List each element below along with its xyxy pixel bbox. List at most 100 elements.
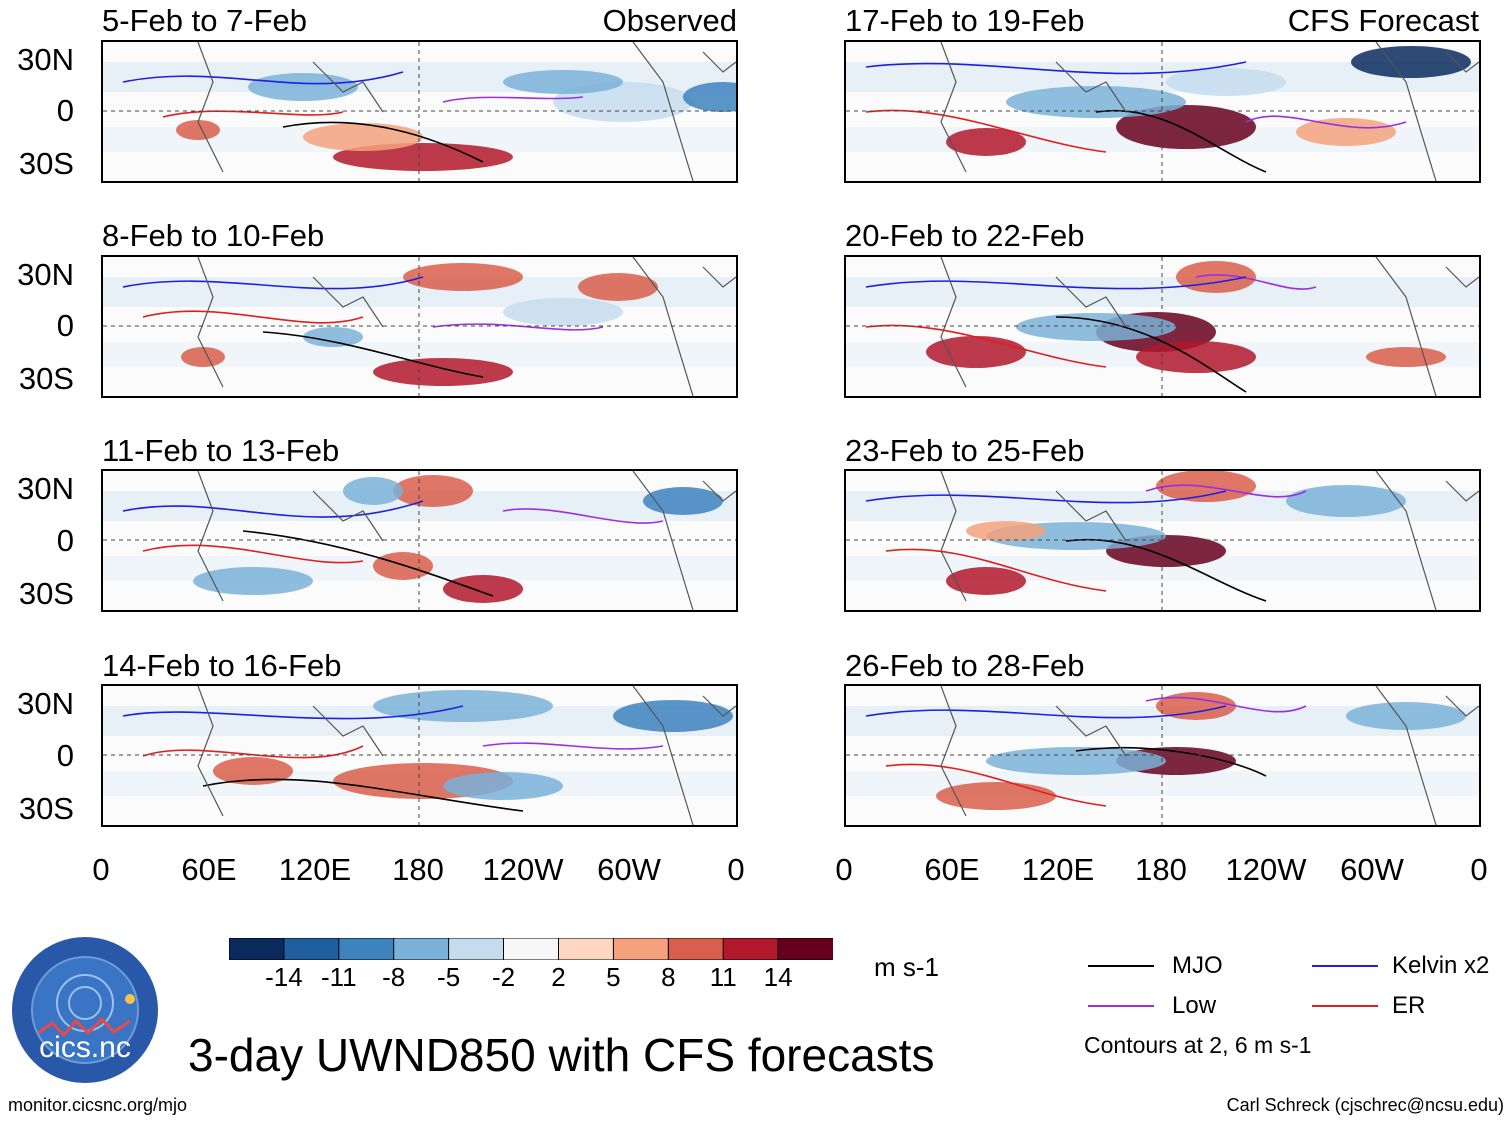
lat-tick-eq: 0 (56, 523, 74, 558)
lon-tick: 60E (181, 852, 237, 887)
colorbar-swatch (228, 937, 285, 961)
wave-contour (162, 110, 344, 118)
legend-mjo-line (1088, 965, 1154, 967)
colorbar-swatch (667, 937, 725, 961)
map-panel-2 (101, 255, 738, 398)
panel-3-title: 11-Feb to 13-Feb (102, 433, 340, 468)
coastline (632, 42, 694, 181)
anomaly-blob (1156, 692, 1236, 720)
anomaly-blob (986, 747, 1166, 775)
colorbar (228, 937, 834, 961)
coastline (197, 686, 224, 817)
legend-er-line (1312, 1005, 1378, 1007)
coastline (940, 471, 967, 602)
wave-contour (122, 71, 404, 85)
coastline (940, 686, 967, 817)
coastline (1375, 42, 1437, 181)
anomaly-blob (443, 772, 563, 800)
lon-tick: 0 (1470, 852, 1488, 887)
wave-contour (202, 778, 524, 812)
lat-tick-30n: 30N (17, 257, 74, 292)
wave-contour (262, 331, 484, 378)
anomaly-blob (373, 358, 513, 386)
lon-tick: 60W (1340, 852, 1404, 887)
wave-contour (885, 763, 1107, 807)
units-label: m s-1 (874, 952, 939, 982)
main-title: 3-day UWND850 with CFS forecasts (188, 1029, 935, 1081)
coastline (1375, 686, 1437, 825)
map-panel-6 (844, 255, 1481, 398)
anomaly-field (846, 471, 1479, 610)
footer-url[interactable]: monitor.cicsnc.org/mjo (8, 1095, 188, 1115)
anomaly-blob (946, 128, 1026, 156)
coastline (1445, 480, 1479, 502)
anomaly-field (846, 42, 1479, 181)
colorbar-swatch (612, 937, 670, 961)
lon-tick: 180 (1135, 852, 1187, 887)
anomaly-field (103, 686, 736, 825)
anomaly-blob (578, 273, 658, 301)
lon-tick: 60E (924, 852, 980, 887)
colorbar-swatch (722, 937, 780, 961)
anomaly-blob (443, 575, 523, 603)
coastline (1375, 257, 1437, 396)
wave-contour (282, 121, 484, 163)
colorbar-tick-label: -11 (320, 962, 357, 992)
coastline (702, 266, 736, 288)
anomaly-blob (643, 487, 723, 515)
footer-credit: Carl Schreck (cjschrec@ncsu.edu) (1226, 1095, 1504, 1115)
lon-tick: 120W (482, 852, 564, 887)
lon-tick: 0 (835, 852, 853, 887)
map-panel-7 (844, 469, 1481, 612)
colorbar-swatch (448, 937, 505, 961)
colorbar-tick-label: -5 (437, 962, 461, 992)
coastline (940, 42, 967, 173)
coastline (1055, 490, 1127, 542)
anomaly-blob (393, 475, 473, 507)
anomaly-blob (683, 82, 736, 112)
panel-4-title: 14-Feb to 16-Feb (102, 648, 342, 683)
anomaly-field (846, 686, 1479, 825)
lon-tick: 0 (727, 852, 745, 887)
coastline (940, 257, 967, 388)
wave-contour (865, 276, 1247, 290)
wave-contour (122, 500, 424, 518)
anomaly-field (103, 257, 736, 396)
legend-low-line (1088, 1005, 1154, 1007)
legend-er-label: ER (1392, 992, 1426, 1019)
anomaly-blob (1346, 702, 1466, 730)
anomaly-blob (966, 521, 1046, 541)
anomaly-blob (403, 263, 523, 291)
anomaly-blob (926, 336, 1026, 368)
colorbar-tick-label: 14 (763, 962, 793, 992)
anomaly-blob (1366, 347, 1446, 367)
observed-label: Observed (602, 3, 737, 38)
lat-tick-30n: 30N (17, 42, 74, 77)
anomaly-blob (936, 782, 1056, 810)
coastline (702, 51, 736, 73)
anomaly-field (846, 257, 1479, 396)
lat-tick-eq: 0 (56, 308, 74, 343)
lat-tick-eq: 0 (56, 93, 74, 128)
anomaly-blob (248, 73, 358, 101)
lat-tick-30s: 30S (18, 791, 74, 826)
anomaly-blob (193, 567, 313, 595)
colorbar-tick-label: 2 (551, 962, 566, 992)
anomaly-blob (373, 552, 433, 580)
anomaly-blob (176, 120, 220, 140)
coastline (312, 490, 384, 542)
wave-contour (1145, 696, 1307, 713)
coastline (312, 705, 384, 757)
legend-mjo-label: MJO (1172, 952, 1223, 979)
anomaly-blob (503, 298, 623, 326)
lon-tick: 120E (1021, 852, 1095, 887)
anomaly-field (103, 471, 736, 610)
wave-contour (885, 548, 1107, 592)
panel-1-title: 5-Feb to 7-Feb (102, 3, 308, 38)
wave-contour (142, 544, 364, 564)
map-panel-8 (844, 684, 1481, 827)
wave-contour (865, 490, 1227, 504)
colorbar-swatch (558, 937, 615, 961)
anomaly-blob (213, 757, 293, 785)
cfs-forecast-label: CFS Forecast (1287, 3, 1479, 38)
